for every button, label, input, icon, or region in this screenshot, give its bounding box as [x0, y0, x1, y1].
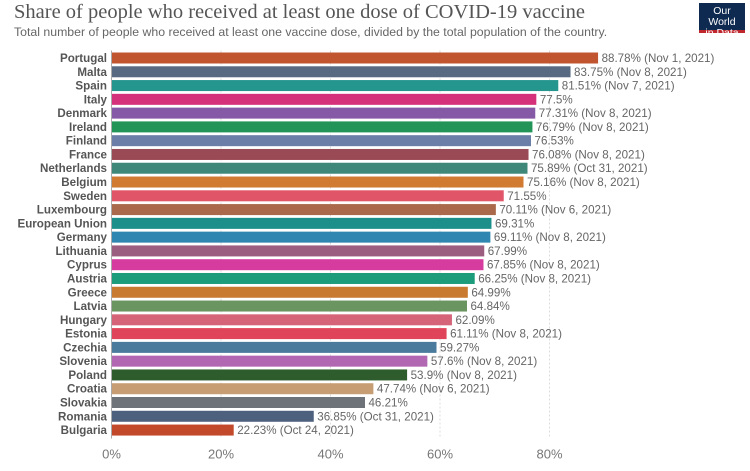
category-label: Spain	[75, 80, 107, 93]
value-label: 67.85% (Nov 8, 2021)	[487, 259, 600, 272]
category-label: Czechia	[63, 341, 107, 354]
x-tick-label: 40%	[317, 447, 343, 462]
owid-logo[interactable]: Our World in Data	[699, 3, 745, 39]
value-label: 22.23% (Oct 24, 2021)	[237, 424, 354, 437]
bar	[112, 66, 571, 78]
bar	[112, 217, 492, 229]
bar	[112, 231, 491, 243]
category-label: Luxembourg	[37, 204, 107, 217]
value-label: 71.55%	[507, 190, 546, 203]
category-label: Italy	[84, 93, 108, 106]
bar	[112, 204, 496, 216]
category-label: Slovakia	[60, 397, 108, 410]
value-label: 70.11% (Nov 6, 2021)	[499, 204, 611, 217]
category-label: Bulgaria	[61, 424, 108, 437]
category-label: Cyprus	[67, 259, 107, 272]
category-label: Slovenia	[59, 355, 107, 368]
x-tick-label: 0%	[102, 447, 121, 462]
category-label: France	[69, 148, 108, 161]
category-label: Latvia	[73, 300, 107, 313]
bar	[112, 314, 452, 326]
value-label: 64.99%	[471, 286, 510, 299]
bar	[112, 341, 437, 353]
value-label: 66.25% (Nov 8, 2021)	[478, 272, 591, 285]
value-label: 69.31%	[495, 217, 534, 230]
bar	[112, 369, 408, 381]
bar	[112, 148, 529, 160]
category-label: Poland	[68, 369, 107, 382]
chart-title: Share of people who received at least on…	[14, 1, 585, 23]
category-label: Germany	[57, 231, 108, 244]
value-label: 76.53%	[535, 135, 574, 148]
value-label: 75.16% (Nov 8, 2021)	[527, 176, 640, 189]
value-label: 62.09%	[455, 314, 494, 327]
value-label: 57.6% (Nov 8, 2021)	[431, 355, 537, 368]
value-label: 53.9% (Nov 8, 2021)	[411, 369, 517, 382]
value-label: 81.51% (Nov 7, 2021)	[562, 80, 675, 93]
bar	[112, 52, 599, 64]
category-label: Denmark	[57, 107, 107, 120]
value-label: 88.78% (Nov 1, 2021)	[602, 52, 715, 65]
bar	[112, 190, 504, 202]
bar	[112, 410, 314, 422]
value-label: 36.85% (Oct 31, 2021)	[317, 410, 434, 423]
category-label: Belgium	[61, 176, 107, 189]
logo-line-1: Our World	[708, 5, 736, 28]
value-label: 64.84%	[470, 300, 509, 313]
category-label: Portugal	[60, 52, 107, 65]
x-tick-label: 80%	[536, 447, 562, 462]
category-label: European Union	[17, 217, 107, 230]
value-label: 47.74% (Nov 6, 2021)	[377, 383, 490, 396]
value-label: 59.27%	[440, 341, 479, 354]
category-label: Lithuania	[55, 245, 107, 258]
logo-line-2: in Data	[705, 27, 739, 39]
category-label: Greece	[68, 286, 108, 299]
value-label: 77.5%	[540, 93, 573, 106]
value-label: 69.11% (Nov 8, 2021)	[494, 231, 606, 244]
value-label: 83.75% (Nov 8, 2021)	[574, 66, 687, 79]
category-label: Estonia	[65, 328, 107, 341]
bar	[112, 93, 537, 105]
x-tick-label: 60%	[427, 447, 453, 462]
bar	[112, 424, 234, 436]
bar	[112, 107, 536, 119]
value-label: 75.89% (Oct 31, 2021)	[531, 162, 648, 175]
bar	[112, 259, 484, 271]
value-label: 46.21%	[368, 397, 407, 410]
bar	[112, 176, 524, 188]
bar	[112, 135, 532, 147]
chart-subtitle: Total number of people who received at l…	[14, 25, 608, 39]
bar	[112, 80, 559, 92]
bar	[112, 245, 485, 257]
bar	[112, 272, 475, 284]
category-label: Sweden	[63, 190, 107, 203]
category-label: Malta	[77, 66, 107, 79]
value-label: 77.31% (Nov 8, 2021)	[539, 107, 652, 120]
bar	[112, 383, 374, 395]
category-label: Hungary	[60, 314, 108, 327]
category-label: Romania	[58, 410, 108, 423]
bar	[112, 397, 365, 408]
bar	[112, 355, 428, 367]
value-label: 67.99%	[488, 245, 527, 258]
bar	[112, 121, 533, 133]
category-label: Austria	[67, 272, 107, 285]
category-label: Ireland	[69, 121, 107, 134]
bar	[112, 328, 447, 340]
bar	[112, 300, 467, 312]
x-tick-label: 20%	[208, 447, 234, 462]
category-label: Netherlands	[40, 162, 107, 175]
value-label: 76.08% (Nov 8, 2021)	[532, 148, 645, 161]
category-label: Finland	[66, 135, 107, 148]
value-label: 61.11% (Nov 8, 2021)	[450, 328, 562, 341]
bar	[112, 162, 528, 174]
bar	[112, 286, 468, 298]
value-label: 76.79% (Nov 8, 2021)	[536, 121, 649, 134]
category-label: Croatia	[67, 383, 107, 396]
